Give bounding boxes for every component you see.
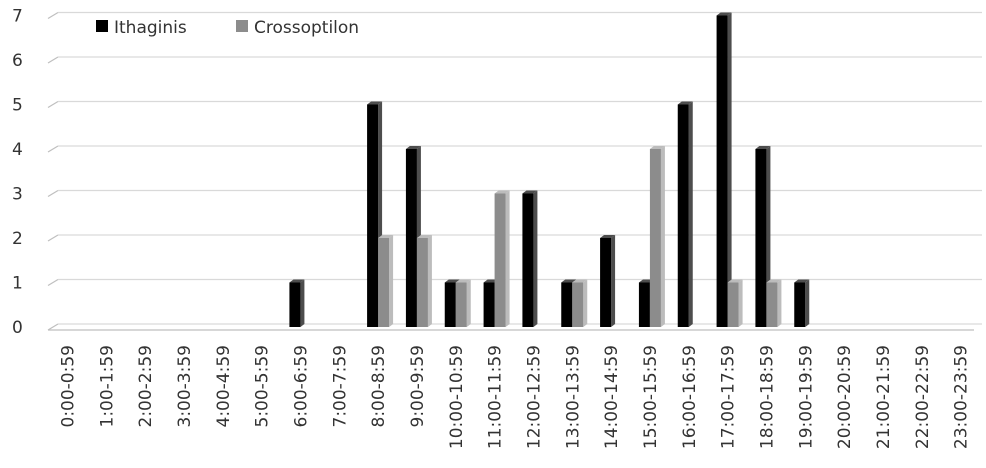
x-tick-label: 8:00-8:59: [369, 345, 389, 428]
x-tick-label: 7:00-7:59: [330, 345, 350, 428]
x-tick-label: 4:00-4:59: [214, 345, 234, 428]
bar-ithaginis: [794, 279, 810, 327]
y-tick-label: 6: [12, 51, 23, 71]
x-tick-label: 16:00-16:59: [680, 345, 700, 449]
x-tick-label: 10:00-10:59: [447, 345, 467, 449]
y-tick-label: 0: [12, 318, 23, 338]
x-tick-label: 15:00-15:59: [641, 345, 661, 449]
bar-ithaginis: [677, 101, 693, 327]
y-tick-label: 2: [12, 229, 23, 249]
gridlines: [47, 11, 982, 331]
y-tick-label: 1: [12, 274, 23, 294]
gridline-connector: [47, 189, 59, 198]
y-axis-ticks: 0 1 2 3 4 5 6 7: [12, 7, 23, 339]
y-tick-label: 4: [12, 140, 23, 160]
legend: Ithaginis Crossoptilon: [96, 18, 359, 38]
x-tick-label: 14:00-14:59: [602, 345, 622, 449]
bar-ithaginis: [600, 235, 616, 327]
x-tick-label: 5:00-5:59: [253, 345, 273, 428]
x-tick-label: 23:00-23:59: [952, 345, 972, 449]
bar-crossoptilon: [649, 146, 665, 327]
legend-swatch-crossoptilon: [236, 20, 248, 32]
y-tick-label: 5: [12, 96, 23, 116]
x-tick-label: 9:00-9:59: [408, 345, 428, 428]
x-tick-label: 21:00-21:59: [874, 345, 894, 449]
legend-label-crossoptilon: Crossoptilon: [254, 18, 359, 38]
x-tick-label: 2:00-2:59: [136, 345, 156, 428]
x-tick-label: 17:00-17:59: [719, 345, 739, 449]
x-tick-label: 6:00-6:59: [291, 345, 311, 428]
y-tick-label: 3: [12, 185, 23, 205]
x-tick-label: 3:00-3:59: [175, 345, 195, 428]
x-tick-label: 18:00-18:59: [757, 345, 777, 449]
bar-crossoptilon: [416, 235, 432, 327]
bar-crossoptilon: [494, 190, 510, 327]
bar-crossoptilon: [378, 235, 394, 327]
bar-ithaginis: [289, 279, 305, 327]
legend-swatch-ithaginis: [96, 20, 108, 32]
gridline-connector: [47, 11, 59, 20]
x-tick-label: 1:00-1:59: [97, 345, 117, 428]
x-tick-label: 13:00-13:59: [563, 345, 583, 449]
x-tick-label: 11:00-11:59: [486, 345, 506, 449]
bar-crossoptilon: [572, 279, 588, 327]
gridline-connector: [47, 323, 59, 331]
gridline-connector: [47, 278, 59, 287]
gridline-connector: [47, 145, 59, 153]
x-tick-label: 19:00-19:59: [796, 345, 816, 449]
y-tick-label: 7: [12, 7, 23, 27]
bar-crossoptilon: [455, 279, 471, 327]
gridline-connector: [47, 234, 59, 242]
bar-ithaginis: [522, 190, 538, 327]
bar-crossoptilon: [766, 279, 782, 327]
x-tick-label: 0:00-0:59: [58, 345, 78, 428]
bar-crossoptilon: [727, 279, 743, 327]
gridline-connector: [47, 56, 59, 64]
gridline-connector: [47, 100, 59, 109]
legend-label-ithaginis: Ithaginis: [114, 18, 187, 38]
x-tick-label: 12:00-12:59: [524, 345, 544, 449]
x-axis-ticks: 0:00-0:59 1:00-1:59 2:00-2:59 3:00-3:59 4:00…: [58, 345, 971, 449]
bar-ithaginis: [716, 12, 732, 327]
bars: [289, 12, 810, 327]
x-tick-label: 22:00-22:59: [913, 345, 933, 449]
x-tick-label: 20:00-20:59: [835, 345, 855, 449]
